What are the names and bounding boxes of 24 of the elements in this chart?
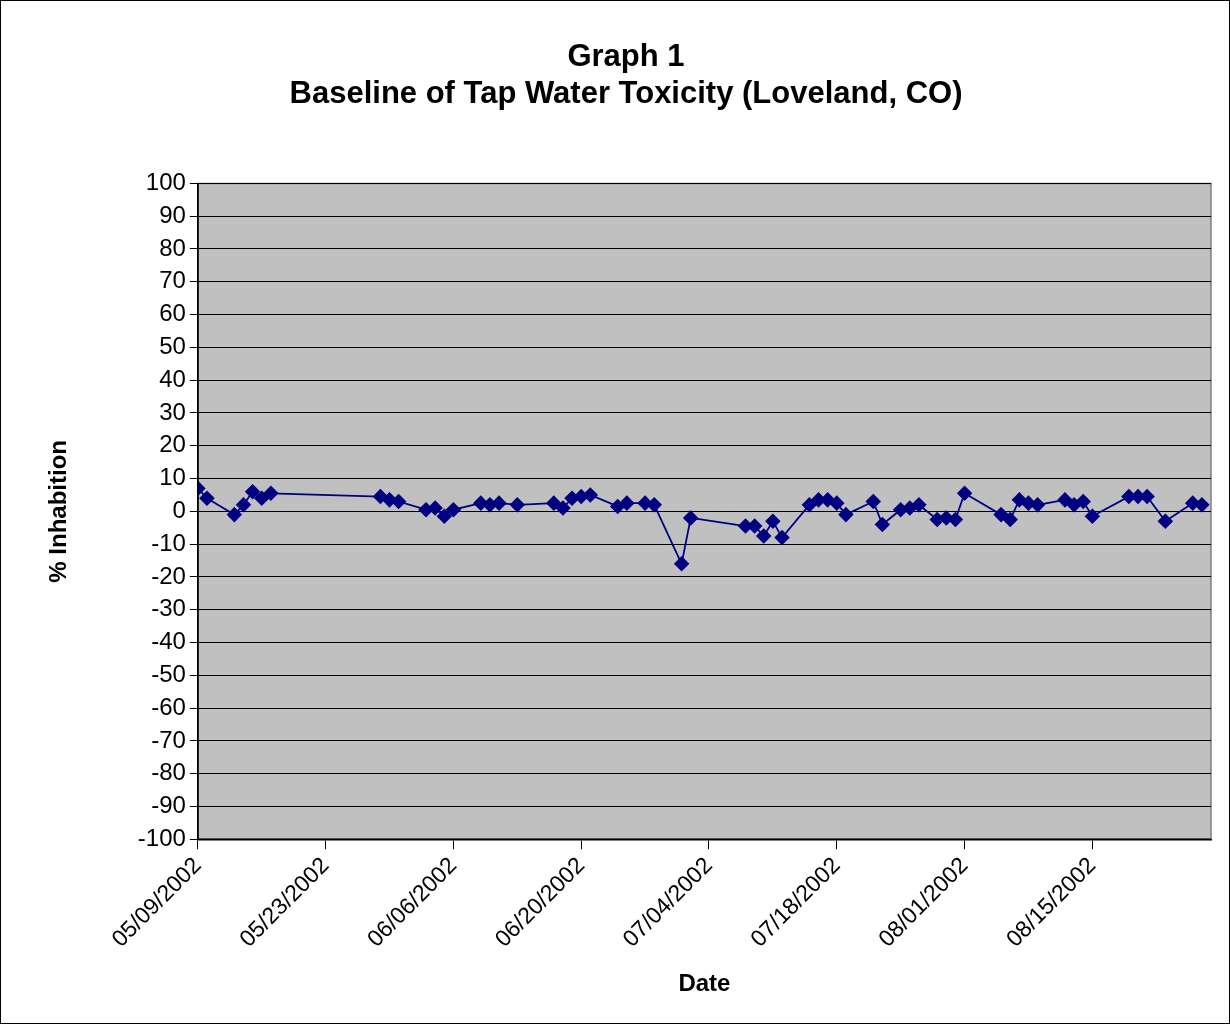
y-tick-label: -10 <box>151 528 186 556</box>
y-tick-label: -40 <box>151 627 186 655</box>
y-tick-label: -20 <box>151 561 186 589</box>
y-tick-label: 20 <box>159 430 186 458</box>
y-tick-label: -30 <box>151 594 186 622</box>
y-tick-label: -90 <box>151 791 186 819</box>
y-tick-label: 40 <box>159 364 186 392</box>
y-tick-label: -80 <box>151 758 186 786</box>
y-tick-label: -50 <box>151 659 186 687</box>
y-axis-title: % Inhabition <box>44 440 72 583</box>
y-tick-label: 80 <box>159 233 186 261</box>
y-tick-label: 50 <box>159 332 186 359</box>
y-tick-label: 60 <box>159 299 186 327</box>
y-tick-label: 70 <box>159 266 186 294</box>
x-axis-title: Date <box>678 969 731 997</box>
y-tick-label: 0 <box>172 495 186 523</box>
y-tick-label: 10 <box>159 463 186 491</box>
y-tick-label: -100 <box>137 823 186 851</box>
y-tick-label: 100 <box>145 168 186 196</box>
y-tick-label: -60 <box>151 692 186 720</box>
y-tick-label: 30 <box>159 397 186 425</box>
chart-title: Graph 1 Baseline of Tap Water Toxicity (Loveland, CO) <box>289 38 963 111</box>
y-tick-label: 90 <box>159 200 186 228</box>
y-tick-label: -70 <box>151 725 186 753</box>
